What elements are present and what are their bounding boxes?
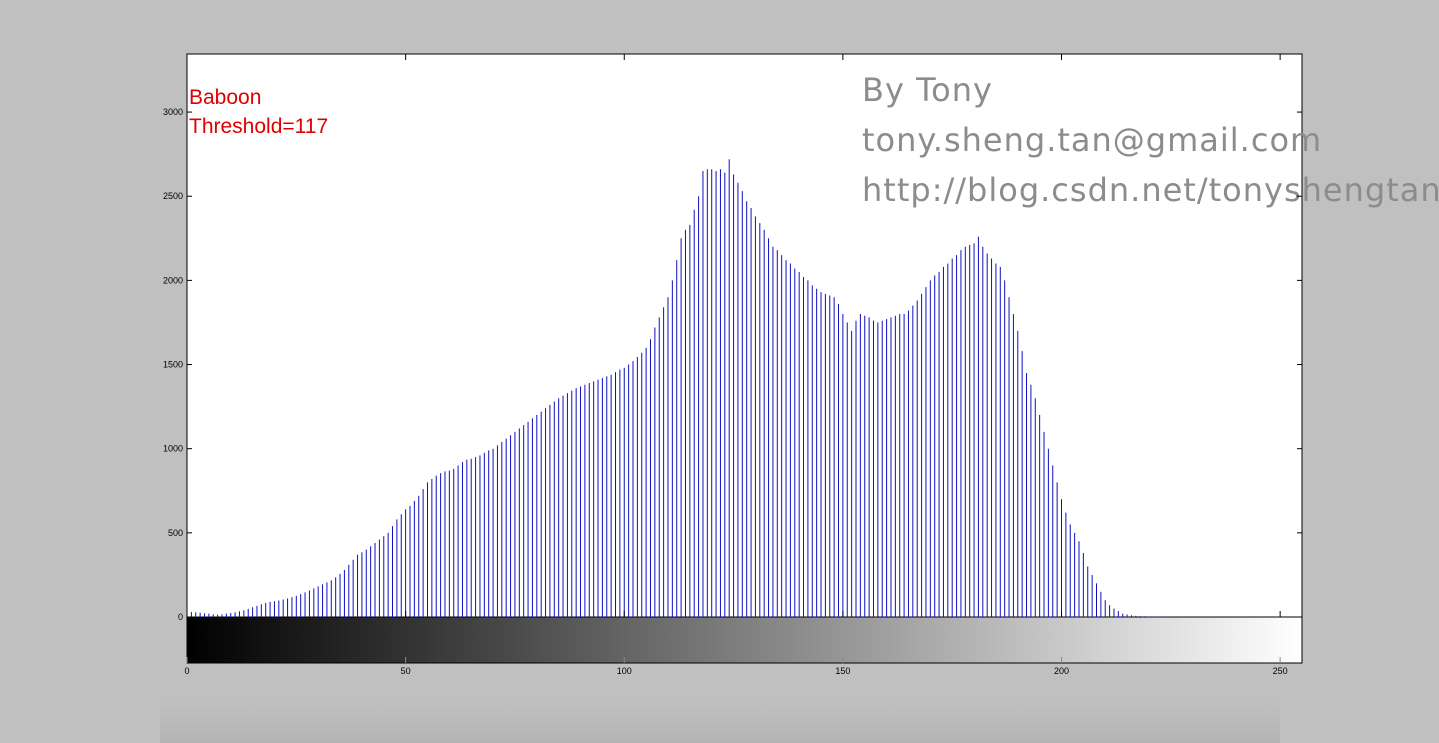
shadow — [160, 700, 1280, 743]
y-tick-label: 2000 — [163, 275, 183, 285]
y-tick-label: 500 — [168, 528, 183, 538]
x-tick-label: 250 — [1273, 666, 1288, 676]
y-tick-label: 1000 — [163, 444, 183, 454]
plot-area — [186, 53, 1303, 618]
x-tick-label: 100 — [617, 666, 632, 676]
x-tick-label: 50 — [401, 666, 411, 676]
watermark: http://blog.csdn.net/tonyshengtan — [862, 171, 1439, 209]
x-tick-label: 150 — [835, 666, 850, 676]
y-tick-label: 1500 — [163, 360, 183, 370]
annotation: Threshold=117 — [189, 115, 328, 138]
stems — [186, 159, 1202, 617]
watermark: tony.sheng.tan@gmail.com — [862, 121, 1322, 159]
axes: 0 500 1000 1500 2000 2500 3000 0 50 100 150 200 250 — [163, 54, 1302, 676]
y-tick-label: 2500 — [163, 191, 183, 201]
y-tick-label: 0 — [178, 612, 183, 622]
x-tick-label: 200 — [1054, 666, 1069, 676]
y-tick-label: 3000 — [163, 107, 183, 117]
colorbar — [186, 616, 1303, 664]
watermark: By Tony — [862, 71, 993, 109]
x-tick-label: 0 — [184, 666, 189, 676]
annotation: Baboon — [189, 86, 261, 109]
